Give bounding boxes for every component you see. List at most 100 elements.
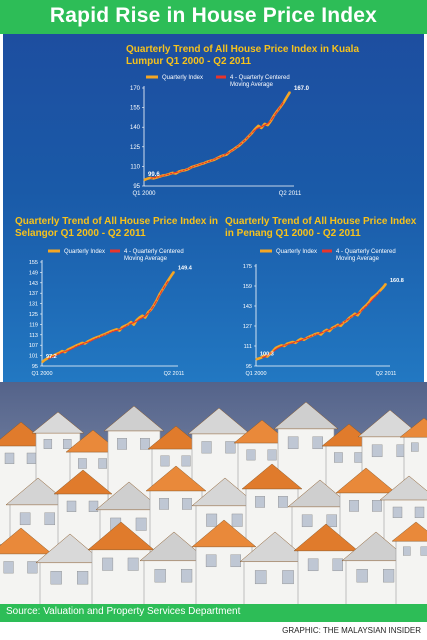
data-point xyxy=(67,349,69,351)
data-point xyxy=(235,146,237,149)
data-point xyxy=(334,325,336,328)
data-point xyxy=(75,344,78,347)
start-value-label: 97.2 xyxy=(46,354,57,360)
chart-penang: Quarterly Index 4 - Quarterly Centered Mov… xyxy=(243,249,404,377)
data-point xyxy=(93,338,95,340)
data-point xyxy=(147,311,149,313)
data-point xyxy=(278,346,280,348)
data-point xyxy=(44,359,46,361)
chart-kuala-lumpur: Quarterly Index 4 - Quarterly Centered Mov… xyxy=(130,75,310,197)
data-point xyxy=(283,101,285,103)
data-point xyxy=(121,326,123,328)
data-point xyxy=(289,342,291,344)
y-tick-label: 101 xyxy=(29,354,38,360)
data-point xyxy=(260,127,263,129)
legend-label-moving-average: 4 - Quarterly Centered Moving Average xyxy=(230,75,290,88)
data-point xyxy=(90,339,92,341)
house xyxy=(391,521,427,606)
data-point xyxy=(110,330,112,332)
data-point xyxy=(300,338,302,340)
chart-title-penang: Quarterly Trend of All House Price Index… xyxy=(225,216,417,239)
data-point xyxy=(167,279,169,281)
data-point xyxy=(101,334,103,336)
data-point xyxy=(320,333,322,336)
house xyxy=(191,519,257,606)
data-point xyxy=(118,329,121,332)
data-point xyxy=(152,177,155,180)
y-tick-label: 137 xyxy=(29,291,38,297)
data-point xyxy=(141,315,144,317)
data-point xyxy=(175,172,177,175)
data-point xyxy=(81,342,83,344)
data-point xyxy=(78,343,80,345)
data-point xyxy=(184,169,186,171)
data-point xyxy=(222,154,224,157)
y-tick-label: 155 xyxy=(130,106,141,112)
end-value-label: 149.4 xyxy=(178,266,193,272)
data-point xyxy=(303,339,305,341)
house xyxy=(87,521,155,606)
data-point xyxy=(173,271,175,273)
data-point xyxy=(181,169,183,172)
y-tick-label: 107 xyxy=(29,343,38,349)
legend-label-quarterly: Quarterly Index xyxy=(162,75,203,81)
data-point xyxy=(171,172,174,174)
end-value-label: 167.0 xyxy=(294,86,310,92)
source-text: Source: Valuation and Property Services … xyxy=(6,606,241,617)
y-tick-label: 95 xyxy=(133,184,140,190)
y-tick-label: 113 xyxy=(29,333,38,339)
series-moving-average xyxy=(261,291,381,359)
data-point xyxy=(104,333,106,335)
data-point xyxy=(280,344,283,346)
data-point xyxy=(70,347,72,349)
data-point xyxy=(159,175,161,178)
data-point xyxy=(64,351,66,353)
data-point xyxy=(283,345,285,347)
data-point xyxy=(156,299,158,301)
data-point xyxy=(331,327,333,329)
data-point xyxy=(124,325,126,327)
data-point xyxy=(162,174,164,177)
y-tick-label: 159 xyxy=(243,284,252,290)
data-point xyxy=(365,304,367,306)
data-point xyxy=(146,178,148,180)
data-point xyxy=(264,123,266,125)
data-point xyxy=(229,151,231,153)
data-point xyxy=(286,96,288,98)
data-point xyxy=(95,336,98,338)
data-point xyxy=(382,286,384,288)
y-tick-label: 170 xyxy=(130,86,141,92)
data-point xyxy=(164,284,166,286)
end-value-label: 160.8 xyxy=(390,278,404,284)
data-point xyxy=(248,135,250,137)
data-point xyxy=(273,114,275,117)
data-point xyxy=(216,157,218,159)
series-quarterly-index xyxy=(41,270,176,364)
data-point xyxy=(98,335,100,338)
data-point xyxy=(328,330,331,332)
y-tick-label: 175 xyxy=(243,264,252,270)
data-point xyxy=(286,343,288,345)
data-point xyxy=(311,334,314,337)
source-bar: Source: Valuation and Property Services … xyxy=(0,604,427,622)
data-point xyxy=(61,350,63,352)
data-point xyxy=(354,313,356,315)
data-point xyxy=(238,144,240,147)
data-point xyxy=(357,314,359,316)
data-point xyxy=(191,166,193,168)
data-point xyxy=(232,149,234,151)
y-tick-label: 131 xyxy=(29,302,38,308)
x-end-label: Q2 2011 xyxy=(164,371,185,377)
data-point xyxy=(225,154,228,156)
data-point xyxy=(41,361,43,363)
data-point xyxy=(258,357,260,360)
data-point xyxy=(267,124,269,126)
start-value-label: 99.6 xyxy=(148,172,160,178)
data-point xyxy=(251,132,253,134)
x-start-label: Q1 2000 xyxy=(31,371,52,377)
data-point xyxy=(306,337,308,339)
data-point xyxy=(276,110,278,112)
data-point xyxy=(84,342,86,345)
data-point xyxy=(266,356,268,358)
data-point xyxy=(50,356,52,358)
